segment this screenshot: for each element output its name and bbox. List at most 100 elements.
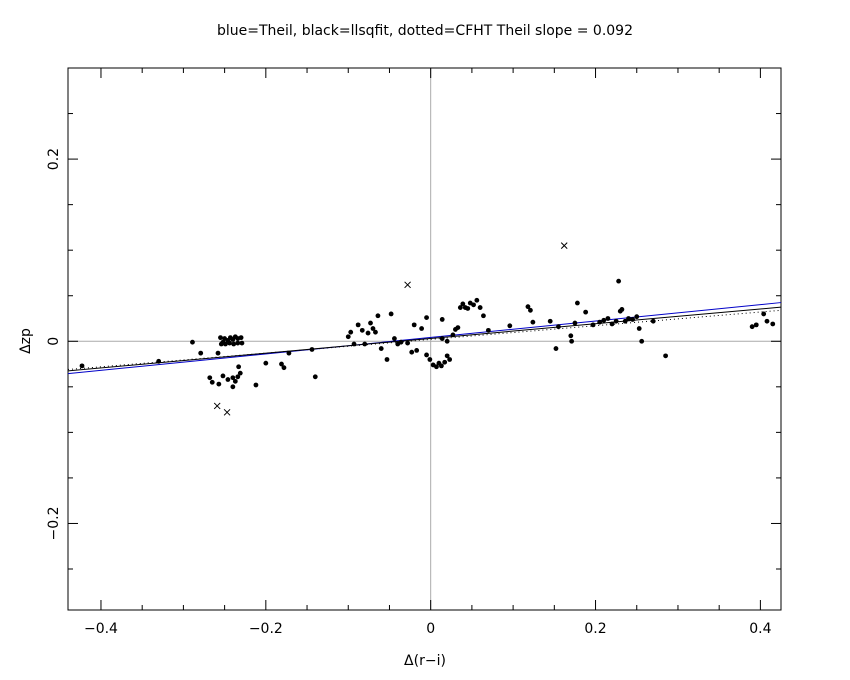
data-point: [419, 326, 425, 331]
data-point: [442, 359, 448, 365]
data-point: [770, 321, 776, 327]
data-point: [373, 329, 378, 335]
fit-line-theil: [67, 302, 782, 375]
data-point: [474, 297, 480, 303]
data-point: [218, 341, 224, 347]
data-point: [556, 324, 561, 330]
data-point: [434, 364, 439, 370]
x-tick-label: −0.4: [84, 621, 118, 637]
data-point: [414, 347, 420, 353]
data-point: [616, 278, 622, 284]
data-point: [427, 357, 433, 362]
data-point: [605, 316, 611, 321]
data-point: [634, 314, 640, 320]
data-point: [450, 332, 456, 338]
data-point: [253, 382, 259, 388]
data-point: [622, 318, 628, 324]
data-point: [388, 311, 394, 317]
data-point: [761, 311, 767, 317]
data-point: [362, 341, 368, 347]
data-point: [444, 353, 450, 359]
data-point: [375, 313, 381, 319]
data-point: [368, 320, 373, 326]
data-point: [286, 350, 292, 356]
x-tick-label: −0.2: [249, 621, 283, 637]
data-point: [424, 315, 429, 320]
plot-area: −0.4 −0.2 0 0.2 0.4 −0.2 0 0.2: [46, 67, 782, 637]
data-point: [553, 346, 559, 351]
y-axis-label: Δzp: [18, 328, 34, 354]
data-point: [156, 358, 162, 364]
data-point: [223, 341, 228, 347]
data-point: [384, 357, 390, 362]
data-point: [220, 373, 226, 379]
data-point: [477, 305, 483, 310]
data-point: [639, 338, 645, 344]
outlier-point: [213, 402, 221, 410]
data-point: [460, 301, 466, 307]
data-point: [636, 326, 642, 331]
data-point: [359, 327, 365, 333]
data-point: [569, 338, 575, 344]
data-point: [225, 377, 231, 382]
data-point: [411, 322, 417, 328]
data-point: [392, 336, 397, 341]
data-point: [619, 306, 625, 312]
data-point: [465, 306, 471, 311]
data-point: [263, 360, 269, 366]
chart-title: blue=Theil, black=llsqfit, dotted=CFHT T…: [217, 23, 633, 39]
data-point: [444, 338, 450, 344]
data-point: [409, 349, 415, 355]
data-point: [198, 350, 204, 356]
data-point: [227, 340, 232, 346]
y-tick-label: 0: [46, 337, 62, 346]
data-point: [235, 340, 241, 346]
data-point: [481, 313, 486, 319]
data-point: [764, 318, 770, 324]
data-point: [312, 374, 318, 380]
data-point: [237, 370, 243, 376]
data-point: [626, 316, 631, 321]
y-tick-label: 0.2: [46, 148, 62, 170]
data-point: [351, 341, 357, 347]
data-point: [438, 363, 444, 369]
outlier-point: [560, 242, 568, 249]
data-point: [572, 320, 578, 326]
x-axis-label: Δ(r−i): [404, 653, 446, 669]
data-point: [568, 333, 574, 339]
data-point: [235, 374, 241, 380]
data-point: [471, 302, 476, 308]
data-point: [232, 378, 238, 384]
data-point: [231, 341, 237, 347]
outlier-point: [223, 408, 231, 416]
data-point: [355, 322, 361, 328]
data-point: [236, 364, 242, 370]
data-point: [583, 309, 589, 315]
data-point: [749, 324, 755, 330]
data-point: [528, 307, 533, 313]
data-point: [209, 379, 215, 385]
fit-line-llsqfit: [67, 306, 782, 372]
data-point: [370, 326, 376, 331]
data-point: [378, 346, 384, 351]
data-point: [485, 327, 491, 333]
data-point: [365, 330, 371, 336]
data-point: [281, 365, 287, 371]
data-point: [530, 319, 536, 325]
y-tick-label: −0.2: [46, 506, 62, 540]
outlier-point: [404, 281, 411, 289]
data-point: [663, 353, 669, 359]
data-point: [348, 329, 354, 335]
data-point: [398, 339, 404, 345]
x-tick-label: 0.4: [749, 621, 771, 637]
data-point: [439, 317, 445, 322]
data-point: [230, 375, 236, 381]
data-point: [597, 319, 603, 325]
data-point: [230, 384, 236, 390]
data-point: [218, 335, 223, 341]
data-point: [650, 318, 656, 324]
data-point: [457, 305, 463, 310]
data-point: [455, 325, 461, 331]
x-tick-label: 0: [426, 621, 435, 637]
